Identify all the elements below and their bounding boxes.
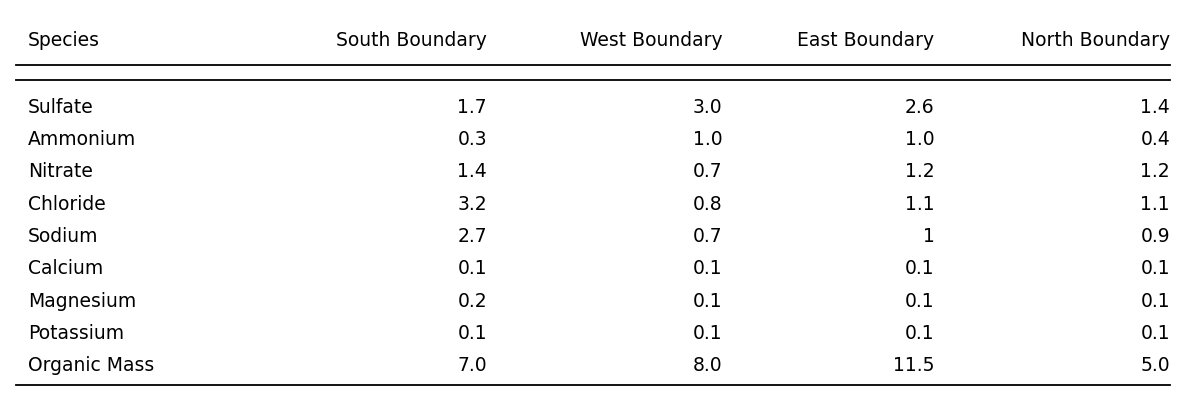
Text: 5.0: 5.0 — [1141, 357, 1171, 375]
Text: 1.4: 1.4 — [458, 162, 487, 181]
Text: 0.1: 0.1 — [905, 324, 935, 343]
Text: 0.1: 0.1 — [1141, 324, 1171, 343]
Text: 0.1: 0.1 — [905, 292, 935, 311]
Text: 0.1: 0.1 — [458, 259, 487, 278]
Text: 0.4: 0.4 — [1140, 130, 1171, 149]
Text: Sulfate: Sulfate — [27, 98, 94, 117]
Text: 1.2: 1.2 — [905, 162, 935, 181]
Text: 8.0: 8.0 — [693, 357, 722, 375]
Text: 0.1: 0.1 — [1141, 292, 1171, 311]
Text: Ammonium: Ammonium — [27, 130, 136, 149]
Text: 1.1: 1.1 — [905, 195, 935, 214]
Text: 1.0: 1.0 — [693, 130, 722, 149]
Text: 0.1: 0.1 — [1141, 259, 1171, 278]
Text: 3.0: 3.0 — [693, 98, 722, 117]
Text: 3.2: 3.2 — [458, 195, 487, 214]
Text: 11.5: 11.5 — [893, 357, 935, 375]
Text: West Boundary: West Boundary — [580, 31, 722, 51]
Text: 0.1: 0.1 — [693, 259, 722, 278]
Text: Chloride: Chloride — [27, 195, 106, 214]
Text: 1.2: 1.2 — [1141, 162, 1171, 181]
Text: Species: Species — [27, 31, 100, 51]
Text: 0.1: 0.1 — [693, 292, 722, 311]
Text: East Boundary: East Boundary — [797, 31, 935, 51]
Text: 1.4: 1.4 — [1140, 98, 1171, 117]
Text: 0.3: 0.3 — [458, 130, 487, 149]
Text: 1: 1 — [923, 227, 935, 246]
Text: 0.1: 0.1 — [905, 259, 935, 278]
Text: Sodium: Sodium — [27, 227, 98, 246]
Text: 0.9: 0.9 — [1141, 227, 1171, 246]
Text: 1.1: 1.1 — [1141, 195, 1171, 214]
Text: Organic Mass: Organic Mass — [27, 357, 154, 375]
Text: Calcium: Calcium — [27, 259, 103, 278]
Text: 2.6: 2.6 — [905, 98, 935, 117]
Text: Magnesium: Magnesium — [27, 292, 136, 311]
Text: 2.7: 2.7 — [458, 227, 487, 246]
Text: 0.1: 0.1 — [693, 324, 722, 343]
Text: 7.0: 7.0 — [458, 357, 487, 375]
Text: Potassium: Potassium — [27, 324, 123, 343]
Text: Nitrate: Nitrate — [27, 162, 93, 181]
Text: 0.8: 0.8 — [693, 195, 722, 214]
Text: 0.1: 0.1 — [458, 324, 487, 343]
Text: 0.7: 0.7 — [693, 227, 722, 246]
Text: 1.0: 1.0 — [905, 130, 935, 149]
Text: 1.7: 1.7 — [458, 98, 487, 117]
Text: 0.2: 0.2 — [458, 292, 487, 311]
Text: South Boundary: South Boundary — [336, 31, 487, 51]
Text: 0.7: 0.7 — [693, 162, 722, 181]
Text: North Boundary: North Boundary — [1021, 31, 1171, 51]
